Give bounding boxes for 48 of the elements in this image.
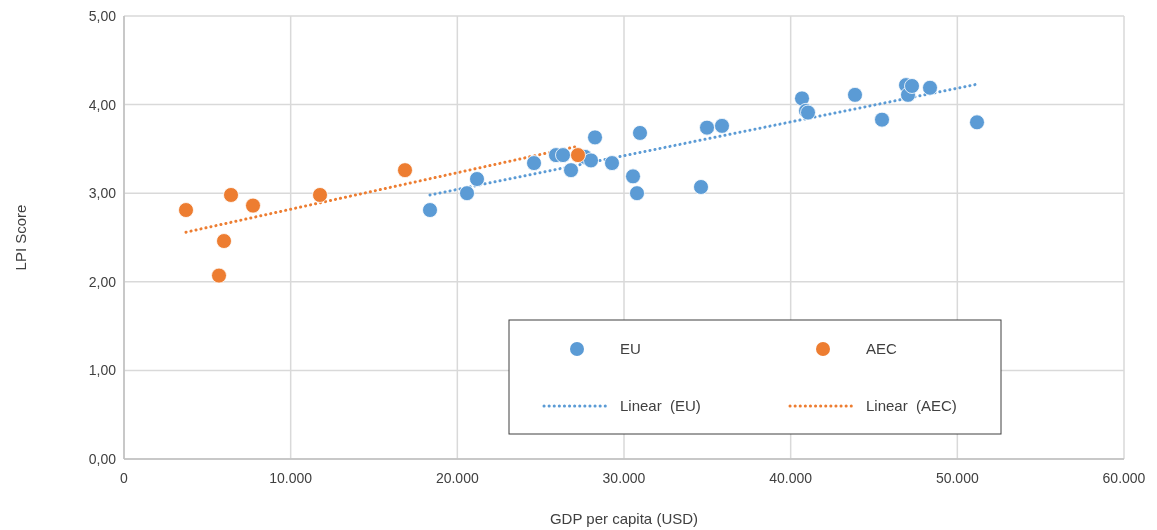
- point: [904, 78, 920, 94]
- point: [422, 202, 438, 218]
- point: [699, 119, 715, 136]
- y-tick-label: 4,00: [88, 96, 117, 113]
- y-tick-label: 0,00: [88, 451, 117, 467]
- x-tick-label: 40.000: [769, 470, 813, 486]
- point: [847, 86, 863, 103]
- x-tick-label: 0: [120, 470, 129, 486]
- point: [397, 162, 413, 179]
- point: [312, 187, 328, 203]
- point: [216, 233, 232, 249]
- point: [563, 162, 579, 179]
- point: [629, 185, 645, 202]
- point: [874, 111, 890, 128]
- x-tick-label: 30.000: [602, 470, 646, 486]
- legend-label: Linear (EU): [620, 397, 701, 414]
- point: [969, 114, 985, 131]
- point: [587, 129, 603, 146]
- point: [469, 171, 485, 187]
- y-tick-label: 3,00: [88, 185, 117, 202]
- point: [555, 147, 571, 163]
- point: [223, 187, 239, 203]
- point: [526, 155, 542, 171]
- x-tick-label: 10.000: [269, 470, 313, 486]
- point: [922, 79, 938, 96]
- point: [178, 202, 194, 218]
- point: [604, 155, 620, 171]
- x-tick-label: 20.000: [435, 470, 479, 486]
- point: [570, 147, 586, 163]
- y-tick-label: 2,00: [88, 273, 117, 290]
- point: [211, 267, 227, 284]
- point: [714, 117, 730, 134]
- point: [693, 179, 709, 195]
- point: [459, 185, 475, 202]
- y-tick-label: 5,00: [88, 8, 117, 24]
- point: [583, 152, 599, 169]
- point: [625, 168, 641, 185]
- x-tick-label: 50.000: [935, 470, 979, 486]
- legend-label: EU: [620, 340, 641, 357]
- y-axis-title: LPI Score: [12, 204, 29, 271]
- x-tick-label: 60.000: [1102, 470, 1146, 486]
- point: [794, 90, 810, 107]
- legend-label: Linear (AEC): [866, 397, 957, 414]
- point: [632, 125, 648, 141]
- x-axis-title: GDP per capita (USD): [549, 510, 699, 527]
- y-tick-label: 1,00: [88, 362, 117, 379]
- legend-label: AEC: [866, 340, 898, 357]
- point: [245, 197, 261, 214]
